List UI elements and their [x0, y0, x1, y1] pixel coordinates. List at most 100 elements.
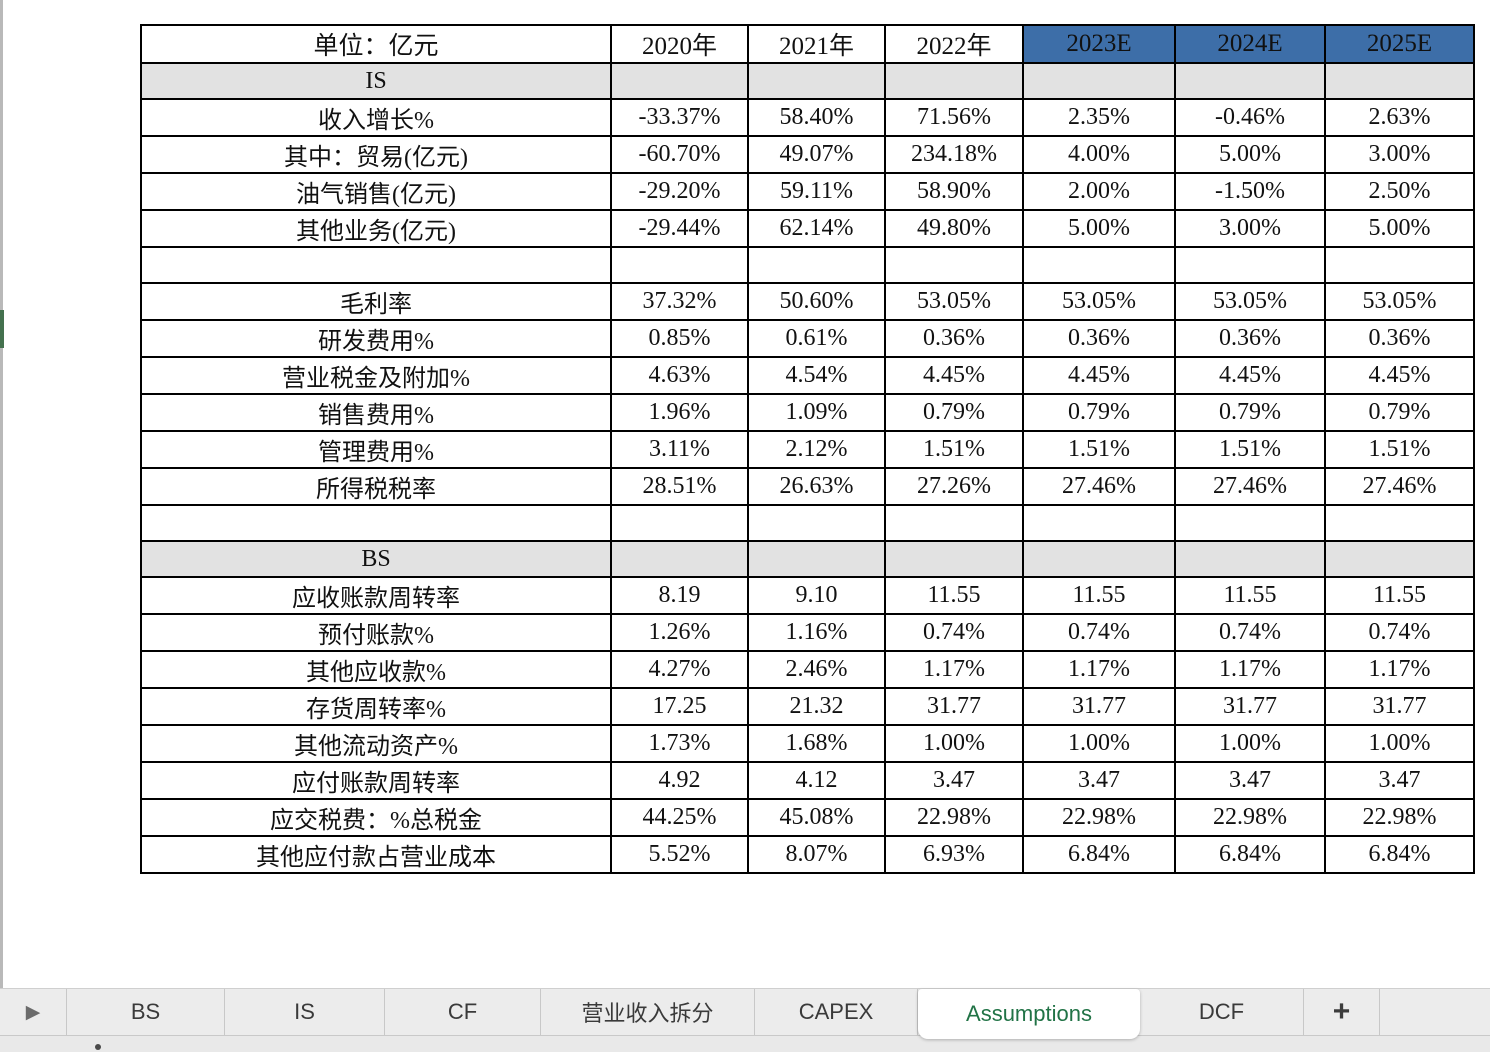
- row-label-cell[interactable]: 预付账款%: [140, 613, 612, 652]
- column-header-cell[interactable]: 2023E: [1022, 24, 1176, 64]
- value-cell[interactable]: 3.47: [1324, 761, 1475, 800]
- value-cell[interactable]: 6.84%: [1022, 835, 1176, 874]
- value-cell[interactable]: 71.56%: [884, 98, 1024, 137]
- value-cell[interactable]: [1022, 246, 1176, 284]
- value-cell[interactable]: 59.11%: [747, 172, 886, 211]
- row-label-cell[interactable]: 研发费用%: [140, 319, 612, 358]
- value-cell[interactable]: [884, 504, 1024, 542]
- value-cell[interactable]: 53.05%: [1324, 282, 1475, 321]
- value-cell[interactable]: 11.55: [884, 576, 1024, 615]
- row-label-cell[interactable]: 其他流动资产%: [140, 724, 612, 763]
- value-cell[interactable]: [747, 540, 886, 578]
- value-cell[interactable]: -29.44%: [610, 209, 749, 248]
- value-cell[interactable]: 1.00%: [1324, 724, 1475, 763]
- value-cell[interactable]: 53.05%: [1022, 282, 1176, 321]
- value-cell[interactable]: 27.46%: [1022, 467, 1176, 506]
- sheet-tab-dcf[interactable]: DCF: [1140, 989, 1304, 1035]
- value-cell[interactable]: 4.27%: [610, 650, 749, 689]
- value-cell[interactable]: 1.51%: [1324, 430, 1475, 469]
- value-cell[interactable]: 0.74%: [1174, 613, 1326, 652]
- value-cell[interactable]: -33.37%: [610, 98, 749, 137]
- value-cell[interactable]: 4.63%: [610, 356, 749, 395]
- value-cell[interactable]: 4.45%: [1174, 356, 1326, 395]
- value-cell[interactable]: 50.60%: [747, 282, 886, 321]
- value-cell[interactable]: 3.00%: [1174, 209, 1326, 248]
- value-cell[interactable]: 2.35%: [1022, 98, 1176, 137]
- value-cell[interactable]: 1.68%: [747, 724, 886, 763]
- row-label-cell[interactable]: 销售费用%: [140, 393, 612, 432]
- row-label-cell[interactable]: 其中：贸易(亿元): [140, 135, 612, 174]
- value-cell[interactable]: 4.00%: [1022, 135, 1176, 174]
- value-cell[interactable]: 28.51%: [610, 467, 749, 506]
- value-cell[interactable]: 4.12: [747, 761, 886, 800]
- unit-header-cell[interactable]: 单位：亿元: [140, 24, 612, 64]
- value-cell[interactable]: 0.79%: [884, 393, 1024, 432]
- column-header-cell[interactable]: 2025E: [1324, 24, 1475, 64]
- value-cell[interactable]: 8.07%: [747, 835, 886, 874]
- value-cell[interactable]: 1.96%: [610, 393, 749, 432]
- value-cell[interactable]: 1.16%: [747, 613, 886, 652]
- value-cell[interactable]: [610, 62, 749, 100]
- value-cell[interactable]: 2.50%: [1324, 172, 1475, 211]
- value-cell[interactable]: 1.17%: [884, 650, 1024, 689]
- value-cell[interactable]: 0.74%: [1324, 613, 1475, 652]
- value-cell[interactable]: 45.08%: [747, 798, 886, 837]
- value-cell[interactable]: 4.45%: [884, 356, 1024, 395]
- value-cell[interactable]: 1.09%: [747, 393, 886, 432]
- row-label-cell[interactable]: 应付账款周转率: [140, 761, 612, 800]
- sheet-tab-cjk-3[interactable]: 营业收入拆分: [541, 989, 755, 1035]
- row-label-cell[interactable]: 油气销售(亿元): [140, 172, 612, 211]
- value-cell[interactable]: 62.14%: [747, 209, 886, 248]
- value-cell[interactable]: 9.10: [747, 576, 886, 615]
- value-cell[interactable]: 0.79%: [1022, 393, 1176, 432]
- sheet-tab-is[interactable]: IS: [225, 989, 385, 1035]
- value-cell[interactable]: 5.00%: [1022, 209, 1176, 248]
- row-label-cell[interactable]: 收入增长%: [140, 98, 612, 137]
- column-header-cell[interactable]: 2020年: [610, 24, 749, 64]
- value-cell[interactable]: 5.00%: [1174, 135, 1326, 174]
- value-cell[interactable]: 53.05%: [884, 282, 1024, 321]
- value-cell[interactable]: 6.84%: [1324, 835, 1475, 874]
- row-label-cell[interactable]: IS: [140, 62, 612, 100]
- value-cell[interactable]: [884, 246, 1024, 284]
- value-cell[interactable]: 1.00%: [1022, 724, 1176, 763]
- row-label-cell[interactable]: 毛利率: [140, 282, 612, 321]
- value-cell[interactable]: 234.18%: [884, 135, 1024, 174]
- value-cell[interactable]: 1.51%: [1022, 430, 1176, 469]
- value-cell[interactable]: 0.36%: [1174, 319, 1326, 358]
- value-cell[interactable]: 3.11%: [610, 430, 749, 469]
- value-cell[interactable]: 1.51%: [1174, 430, 1326, 469]
- value-cell[interactable]: [1022, 62, 1176, 100]
- value-cell[interactable]: 0.61%: [747, 319, 886, 358]
- value-cell[interactable]: 4.92: [610, 761, 749, 800]
- sheet-tab-bs[interactable]: BS: [67, 989, 225, 1035]
- value-cell[interactable]: [747, 246, 886, 284]
- row-label-cell[interactable]: 应交税费：%总税金: [140, 798, 612, 837]
- value-cell[interactable]: 26.63%: [747, 467, 886, 506]
- value-cell[interactable]: 2.63%: [1324, 98, 1475, 137]
- value-cell[interactable]: [1324, 246, 1475, 284]
- value-cell[interactable]: 1.17%: [1174, 650, 1326, 689]
- row-label-cell[interactable]: 其他业务(亿元): [140, 209, 612, 248]
- column-header-cell[interactable]: 2021年: [747, 24, 886, 64]
- value-cell[interactable]: 0.36%: [1022, 319, 1176, 358]
- value-cell[interactable]: 0.79%: [1324, 393, 1475, 432]
- value-cell[interactable]: 0.36%: [884, 319, 1024, 358]
- row-label-cell[interactable]: 存货周转率%: [140, 687, 612, 726]
- sheet-tab-capex[interactable]: CAPEX: [755, 989, 918, 1035]
- value-cell[interactable]: 11.55: [1174, 576, 1326, 615]
- sheet-tab-cf[interactable]: CF: [385, 989, 541, 1035]
- value-cell[interactable]: 11.55: [1324, 576, 1475, 615]
- value-cell[interactable]: 11.55: [1022, 576, 1176, 615]
- value-cell[interactable]: 3.00%: [1324, 135, 1475, 174]
- value-cell[interactable]: 31.77: [884, 687, 1024, 726]
- value-cell[interactable]: 1.73%: [610, 724, 749, 763]
- value-cell[interactable]: 6.93%: [884, 835, 1024, 874]
- value-cell[interactable]: 8.19: [610, 576, 749, 615]
- value-cell[interactable]: [747, 62, 886, 100]
- value-cell[interactable]: 1.17%: [1324, 650, 1475, 689]
- value-cell[interactable]: [610, 540, 749, 578]
- row-label-cell[interactable]: 所得税税率: [140, 467, 612, 506]
- row-label-cell[interactable]: 应收账款周转率: [140, 576, 612, 615]
- value-cell[interactable]: 31.77: [1174, 687, 1326, 726]
